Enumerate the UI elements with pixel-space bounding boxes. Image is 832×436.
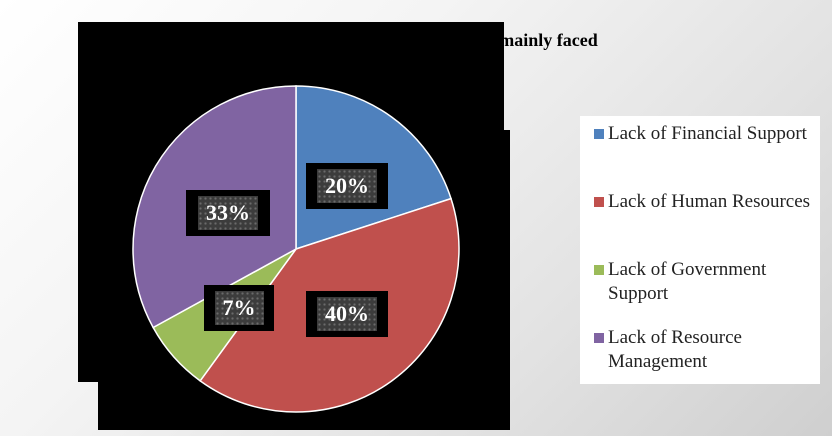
- legend-swatch: [594, 265, 604, 275]
- legend-swatch: [594, 197, 604, 207]
- legend-item-resource-management: Lack of Resource Management: [594, 326, 818, 374]
- data-label-human: 40%: [306, 291, 388, 337]
- chart-title: No. of Respondents on Challenges mainly …: [0, 30, 832, 51]
- chart-title-part: nges mainly faced: [460, 30, 598, 50]
- legend-item-human: Lack of Human Resources: [594, 190, 818, 214]
- legend-label: Lack of Resource Management: [608, 327, 742, 372]
- chart-legend: Lack of Financial Support Lack of Human …: [580, 116, 820, 384]
- legend-label: Lack of Financial Support: [608, 123, 807, 144]
- data-label-government: 7%: [204, 285, 274, 331]
- legend-swatch: [594, 333, 604, 343]
- data-label-resource-management: 33%: [186, 190, 270, 236]
- data-label-text: 7%: [214, 291, 264, 325]
- data-label-text: 20%: [317, 169, 377, 203]
- legend-item-government: Lack of Government Support: [594, 258, 818, 306]
- legend-swatch: [594, 129, 604, 139]
- legend-label: Lack of Human Resources: [608, 191, 811, 212]
- data-label-text: 40%: [317, 297, 377, 331]
- chart-title-part: No. of Respondents on Challe: [234, 30, 461, 50]
- data-label-text: 33%: [198, 196, 258, 230]
- data-label-financial: 20%: [306, 163, 388, 209]
- legend-item-financial: Lack of Financial Support: [594, 122, 818, 146]
- legend-label: Lack of Government Support: [608, 259, 767, 304]
